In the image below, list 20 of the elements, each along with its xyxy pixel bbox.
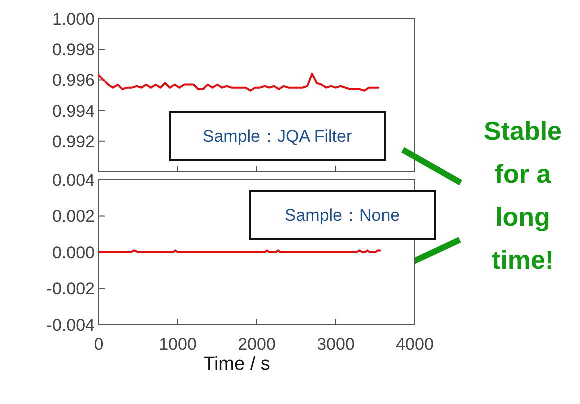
x-tick-label: 3000 [317, 335, 355, 354]
y-tick-label: -0.002 [46, 280, 95, 299]
x-axis-title: Time / s [204, 354, 270, 375]
y-tick-label: 0.996 [52, 71, 95, 90]
y-tick-label: 0.004 [52, 170, 95, 190]
x-tick-label: 0 [94, 335, 104, 354]
y-tick-label: 1.000 [52, 10, 95, 29]
line-series [98, 73, 380, 92]
x-tick-label: 2000 [238, 335, 276, 354]
annotation: Sample：JQA Filter [202, 126, 352, 146]
annotation: Sample：None [284, 206, 400, 225]
x-tick-label: 4000 [396, 335, 434, 354]
text: Stable for a long time! [484, 116, 562, 275]
y-tick-label: 0.002 [52, 207, 95, 226]
y-tick-label: -0.004 [46, 316, 95, 335]
y-tick-label: 0.000 [52, 243, 95, 262]
y-tick-label: 0.992 [52, 132, 95, 152]
x-tick-label: 1000 [159, 335, 197, 354]
y-tick-label: 0.994 [52, 102, 95, 121]
y-tick-label: 0.998 [52, 40, 95, 60]
